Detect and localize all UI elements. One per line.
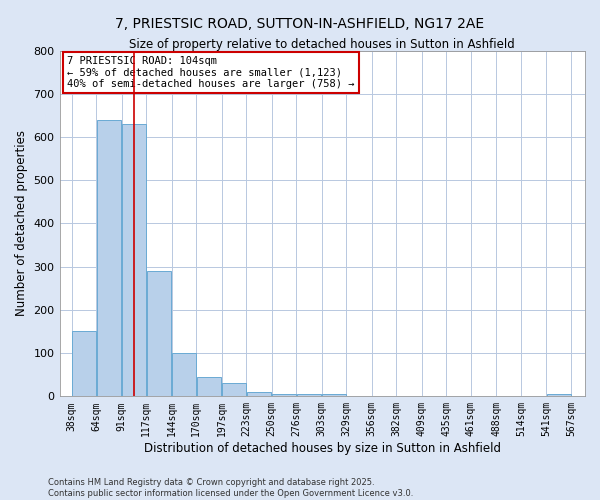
Bar [247, 392, 271, 396]
Bar [122, 124, 146, 396]
Bar [146, 271, 170, 396]
Text: Contains HM Land Registry data © Crown copyright and database right 2025.
Contai: Contains HM Land Registry data © Crown c… [48, 478, 413, 498]
Bar [197, 378, 221, 396]
Title: Size of property relative to detached houses in Sutton in Ashfield: Size of property relative to detached ho… [130, 38, 515, 51]
Text: 7 PRIESTSIC ROAD: 104sqm
← 59% of detached houses are smaller (1,123)
40% of sem: 7 PRIESTSIC ROAD: 104sqm ← 59% of detach… [67, 56, 355, 89]
X-axis label: Distribution of detached houses by size in Sutton in Ashfield: Distribution of detached houses by size … [144, 442, 501, 455]
Bar [172, 353, 196, 397]
Bar [547, 394, 571, 396]
Text: 7, PRIESTSIC ROAD, SUTTON-IN-ASHFIELD, NG17 2AE: 7, PRIESTSIC ROAD, SUTTON-IN-ASHFIELD, N… [115, 18, 485, 32]
Bar [322, 394, 346, 396]
Y-axis label: Number of detached properties: Number of detached properties [15, 130, 28, 316]
Bar [97, 120, 121, 396]
Bar [72, 332, 96, 396]
Bar [272, 394, 296, 396]
Bar [222, 384, 246, 396]
Bar [296, 394, 320, 396]
